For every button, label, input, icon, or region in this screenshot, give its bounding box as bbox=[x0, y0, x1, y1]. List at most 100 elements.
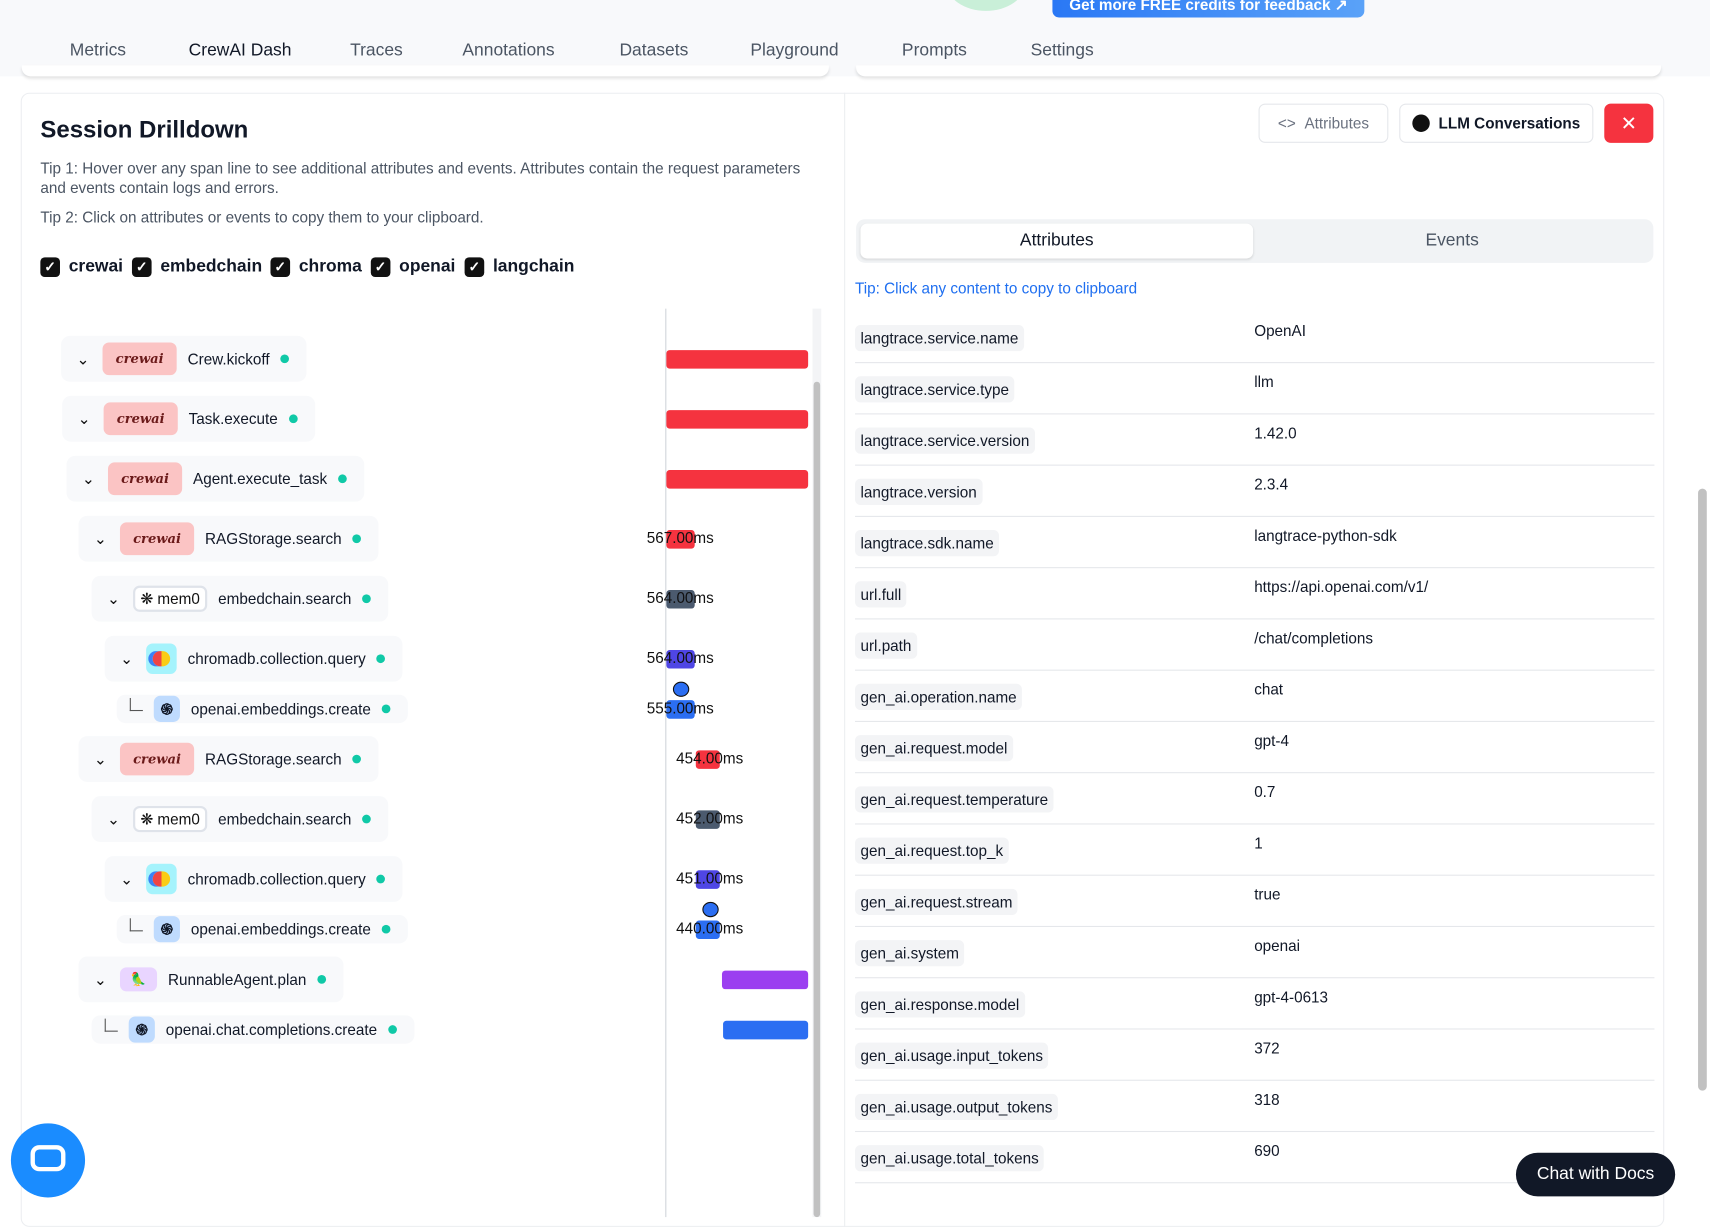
attribute-row[interactable]: gen_ai.response.model gpt-4-0613 bbox=[855, 978, 1655, 1030]
attribute-value[interactable]: true bbox=[1254, 885, 1281, 904]
span-duration-bar[interactable] bbox=[666, 649, 695, 669]
span-row[interactable]: ⌄ crewai Task.execute bbox=[62, 395, 315, 442]
span-row[interactable]: ⌄ crewai RAGStorage.search bbox=[78, 515, 379, 562]
attribute-value[interactable]: 690 bbox=[1254, 1141, 1280, 1160]
attribute-key[interactable]: gen_ai.request.top_k bbox=[855, 837, 1009, 864]
attribute-key[interactable]: url.full bbox=[855, 581, 907, 608]
span-row[interactable]: ⌄ 🦜 RunnableAgent.plan bbox=[78, 956, 344, 1003]
filter-embedchain[interactable]: ✓ embedchain bbox=[131, 257, 262, 278]
attribute-value[interactable]: langtrace-python-sdk bbox=[1254, 526, 1397, 545]
attribute-row[interactable]: gen_ai.usage.total_tokens 690 bbox=[855, 1132, 1655, 1184]
attribute-row[interactable]: gen_ai.request.stream true bbox=[855, 876, 1655, 928]
attribute-key[interactable]: gen_ai.usage.total_tokens bbox=[855, 1145, 1045, 1172]
attribute-key[interactable]: url.path bbox=[855, 632, 917, 659]
attribute-key[interactable]: gen_ai.response.model bbox=[855, 991, 1025, 1018]
attribute-key[interactable]: gen_ai.request.model bbox=[855, 735, 1013, 762]
attribute-value[interactable]: 372 bbox=[1254, 1039, 1280, 1057]
attribute-value[interactable]: openai bbox=[1254, 936, 1301, 955]
tab-events[interactable]: Events bbox=[1425, 231, 1479, 250]
attribute-row[interactable]: url.full https://api.openai.com/v1/ bbox=[855, 568, 1655, 620]
tab-playground[interactable]: Playground bbox=[750, 41, 839, 60]
attribute-row[interactable]: langtrace.sdk.name langtrace-python-sdk bbox=[855, 517, 1655, 569]
attribute-row[interactable]: langtrace.version 2.3.4 bbox=[855, 466, 1655, 517]
attribute-row[interactable]: langtrace.service.name OpenAI bbox=[855, 312, 1655, 364]
attribute-row[interactable]: gen_ai.request.top_k 1 bbox=[855, 824, 1655, 876]
attribute-row[interactable]: url.path/chat/completions bbox=[855, 619, 1655, 671]
span-row[interactable]: ֍ openai.chat.completions.create bbox=[91, 1015, 415, 1044]
free-credits-button[interactable]: Get more FREE credits for feedback ↗ bbox=[1052, 0, 1365, 18]
attribute-key[interactable]: langtrace.service.name bbox=[855, 324, 1024, 352]
attribute-key[interactable]: langtrace.version bbox=[855, 478, 983, 505]
checkbox-checked-icon[interactable]: ✓ bbox=[131, 257, 152, 278]
filter-crewai[interactable]: ✓ crewai bbox=[40, 257, 123, 278]
chevron-down-icon[interactable]: ⌄ bbox=[93, 749, 107, 768]
chevron-down-icon[interactable]: ⌄ bbox=[76, 349, 90, 367]
span-duration-bar[interactable] bbox=[666, 350, 809, 369]
span-duration-bar[interactable] bbox=[666, 700, 695, 719]
span-row[interactable]: ⌄ ❋ mem0 embedchain.search bbox=[91, 575, 389, 622]
chevron-down-icon[interactable]: ⌄ bbox=[107, 589, 120, 607]
span-duration-bar[interactable] bbox=[695, 870, 720, 889]
attribute-row[interactable]: langtrace.service.type llm bbox=[855, 363, 1655, 415]
span-duration-bar[interactable] bbox=[695, 810, 720, 829]
chevron-down-icon[interactable]: ⌄ bbox=[107, 809, 120, 828]
attribute-value[interactable]: gpt-4-0613 bbox=[1254, 988, 1329, 1006]
attribute-row[interactable]: gen_ai.system openai bbox=[855, 927, 1655, 979]
span-duration-bar[interactable] bbox=[666, 470, 809, 489]
attribute-row[interactable]: gen_ai.usage.output_tokens 318 bbox=[855, 1081, 1655, 1133]
attribute-key[interactable]: langtrace.sdk.name bbox=[855, 530, 1000, 557]
chevron-down-icon[interactable]: ⌄ bbox=[93, 529, 107, 547]
chevron-down-icon[interactable]: ⌄ bbox=[93, 970, 107, 988]
filter-chroma[interactable]: ✓ chroma bbox=[270, 257, 362, 278]
attribute-key[interactable]: gen_ai.system bbox=[855, 940, 965, 967]
attribute-value[interactable]: gpt-4 bbox=[1254, 731, 1290, 750]
attribute-key[interactable]: gen_ai.operation.name bbox=[855, 683, 1023, 710]
span-row[interactable]: ⌄ crewai Agent.execute_task bbox=[66, 455, 365, 502]
span-duration-bar[interactable] bbox=[666, 590, 695, 609]
chevron-down-icon[interactable]: ⌄ bbox=[120, 869, 133, 888]
page-scrollbar-thumb[interactable] bbox=[1698, 488, 1707, 1091]
tab-prompts[interactable]: Prompts bbox=[901, 41, 967, 60]
checkbox-checked-icon[interactable]: ✓ bbox=[464, 257, 485, 278]
span-row[interactable]: ⌄ ❋ mem0 embedchain.search bbox=[91, 796, 389, 842]
checkbox-checked-icon[interactable]: ✓ bbox=[40, 257, 60, 278]
tab-metrics[interactable]: Metrics bbox=[69, 41, 127, 60]
attribute-value[interactable]: 2.3.4 bbox=[1254, 475, 1289, 493]
attribute-key[interactable]: gen_ai.request.stream bbox=[855, 888, 1018, 916]
chevron-down-icon[interactable]: ⌄ bbox=[81, 469, 95, 487]
attribute-key[interactable]: langtrace.service.type bbox=[855, 376, 1015, 403]
filter-langchain[interactable]: ✓ langchain bbox=[464, 257, 574, 278]
span-row[interactable]: ⌄ chromadb.collection.query bbox=[104, 635, 403, 682]
attribute-row[interactable]: gen_ai.usage.input_tokens 372 bbox=[855, 1030, 1655, 1081]
tab-attributes[interactable]: Attributes bbox=[860, 223, 1254, 259]
attribute-key[interactable]: gen_ai.request.temperature bbox=[855, 786, 1054, 813]
attribute-value[interactable]: llm bbox=[1254, 372, 1274, 391]
attribute-value[interactable]: OpenAI bbox=[1254, 321, 1306, 340]
span-duration-bar[interactable] bbox=[695, 750, 720, 769]
checkbox-checked-icon[interactable]: ✓ bbox=[370, 257, 391, 278]
chevron-down-icon[interactable]: ⌄ bbox=[120, 649, 133, 667]
attribute-key[interactable]: langtrace.service.version bbox=[855, 427, 1035, 454]
chat-with-docs-button[interactable]: Chat with Docs bbox=[1515, 1152, 1676, 1197]
attribute-row[interactable]: gen_ai.request.temperature 0.7 bbox=[855, 773, 1655, 825]
span-row[interactable]: ⌄ crewai Crew.kickoff bbox=[61, 335, 307, 382]
attribute-row[interactable]: langtrace.service.version 1.42.0 bbox=[855, 414, 1655, 466]
attribute-key[interactable]: gen_ai.usage.output_tokens bbox=[855, 1093, 1058, 1121]
event-marker-icon[interactable] bbox=[672, 681, 690, 697]
span-row[interactable]: ֍ openai.embeddings.create bbox=[116, 915, 408, 944]
close-button[interactable]: ✕ bbox=[1604, 103, 1654, 143]
attribute-value[interactable]: chat bbox=[1254, 680, 1284, 698]
attribute-value[interactable]: /chat/completions bbox=[1254, 629, 1374, 647]
attribute-key[interactable]: gen_ai.usage.input_tokens bbox=[855, 1042, 1049, 1069]
tree-scrollbar-thumb[interactable] bbox=[813, 381, 821, 1218]
tab-annotations[interactable]: Annotations bbox=[462, 41, 555, 60]
span-row[interactable]: ⌄ crewai RAGStorage.search bbox=[78, 736, 379, 782]
attribute-value[interactable]: 1 bbox=[1254, 834, 1263, 852]
attribute-value[interactable]: 318 bbox=[1254, 1090, 1280, 1109]
tab-crewai-dash[interactable]: CrewAI Dash bbox=[188, 41, 292, 60]
span-row[interactable]: ⌄ chromadb.collection.query bbox=[104, 856, 403, 902]
event-marker-icon[interactable] bbox=[702, 901, 719, 918]
span-duration-bar[interactable] bbox=[721, 970, 809, 990]
tab-settings[interactable]: Settings bbox=[1030, 41, 1094, 60]
chat-widget-button[interactable] bbox=[10, 1123, 86, 1198]
